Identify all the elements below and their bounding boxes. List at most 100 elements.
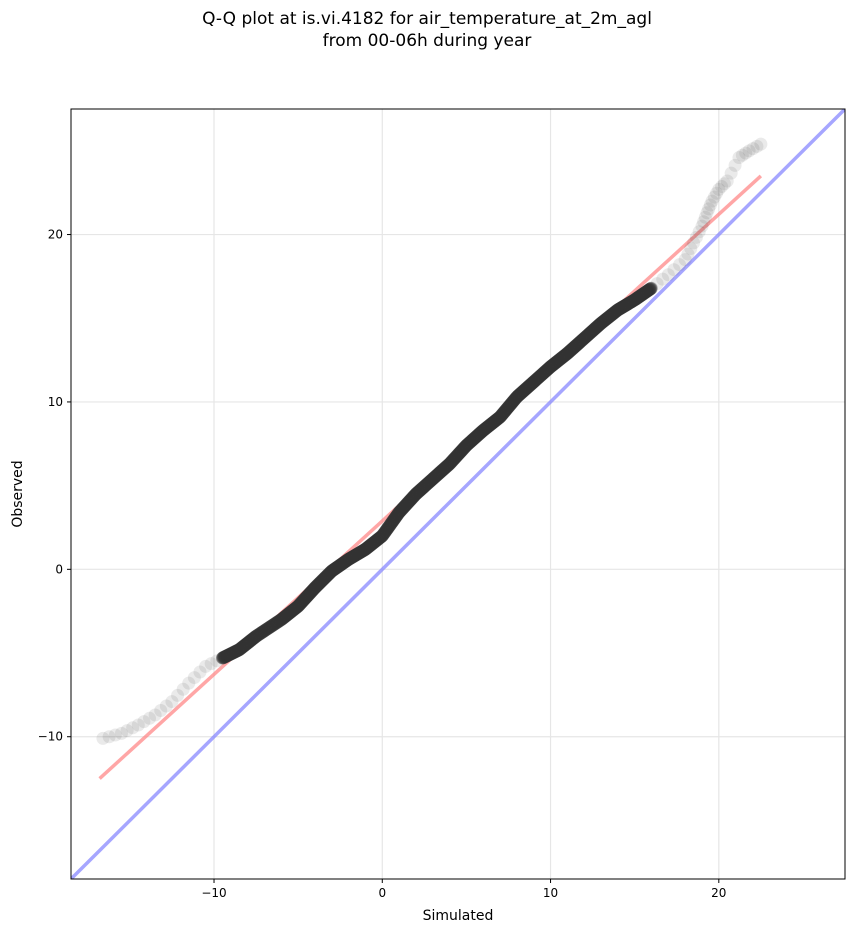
- quantile-point: [481, 420, 495, 434]
- quantile-point: [443, 457, 457, 471]
- quantile-point: [572, 336, 586, 350]
- quantile-point: [505, 396, 519, 410]
- quantile-point: [600, 312, 614, 326]
- quantile-point: [742, 144, 756, 158]
- quantile-point: [397, 500, 411, 514]
- quantile-point: [449, 450, 463, 464]
- quantile-point: [264, 620, 278, 634]
- quantile-point: [237, 639, 251, 653]
- quantile-point: [623, 296, 637, 310]
- quantile-point: [640, 284, 654, 298]
- quantile-point: [606, 307, 620, 321]
- quantile-point: [382, 519, 396, 533]
- quantile-point: [357, 543, 371, 557]
- quantile-point: [656, 272, 670, 286]
- quantile-point: [552, 353, 566, 367]
- quantile-point: [348, 549, 362, 563]
- quantile-point: [375, 529, 389, 543]
- quantile-point: [441, 458, 455, 472]
- quantile-point: [501, 400, 515, 414]
- quantile-point: [631, 290, 645, 304]
- quantile-point: [522, 379, 536, 393]
- quantile-point: [411, 485, 425, 499]
- quantile-point: [276, 611, 290, 625]
- quantile-point: [337, 556, 351, 570]
- quantile-point: [276, 611, 290, 625]
- quantile-point: [578, 331, 592, 345]
- quantile-point: [535, 367, 549, 381]
- quantile-point: [305, 584, 319, 598]
- chart-title: Q-Q plot at is.vi.4182 for air_temperatu…: [0, 8, 854, 52]
- quantile-point: [352, 546, 366, 560]
- quantile-point: [312, 577, 326, 591]
- quantile-point: [537, 365, 551, 379]
- quantile-point: [576, 332, 590, 346]
- quantile-point: [381, 521, 395, 535]
- quantile-point: [392, 506, 406, 520]
- quantile-point: [586, 323, 600, 337]
- quantile-point: [615, 301, 629, 315]
- quantile-point: [422, 475, 436, 489]
- quantile-point: [221, 648, 235, 662]
- quantile-point: [618, 299, 632, 313]
- quantile-point: [290, 600, 304, 614]
- quantile-point: [234, 641, 248, 655]
- quantile-point: [436, 463, 450, 477]
- quantile-point: [254, 626, 268, 640]
- quantile-point: [445, 455, 459, 469]
- quantile-point: [507, 394, 521, 408]
- quantile-point: [335, 557, 349, 571]
- quantile-point: [583, 326, 597, 340]
- quantile-point: [406, 490, 420, 504]
- quantile-point: [273, 613, 287, 627]
- quantile-point: [470, 429, 484, 443]
- quantile-point: [546, 357, 560, 371]
- quantile-point: [467, 432, 481, 446]
- quantile-point: [521, 380, 535, 394]
- quantile-point: [581, 328, 595, 342]
- quantile-point: [340, 554, 354, 568]
- quantile-point: [387, 512, 401, 526]
- quantile-point: [398, 499, 412, 513]
- quantile-point: [231, 644, 245, 658]
- quantile-point: [410, 486, 424, 500]
- quantile-point: [438, 461, 452, 475]
- quantile-point: [448, 451, 462, 465]
- quantile-point: [595, 316, 609, 330]
- quantile-point: [432, 467, 446, 481]
- quantile-point: [210, 654, 224, 668]
- quantile-point: [442, 457, 456, 471]
- quantile-point: [429, 469, 443, 483]
- quantile-point: [621, 297, 635, 311]
- quantile-point: [426, 472, 440, 486]
- quantile-point: [477, 423, 491, 437]
- quantile-point: [474, 425, 488, 439]
- quantile-point: [754, 137, 768, 151]
- quantile-point: [289, 601, 303, 615]
- quantile-point: [439, 460, 453, 474]
- quantile-point: [539, 364, 553, 378]
- quantile-point: [427, 471, 441, 485]
- quantile-point: [340, 553, 354, 567]
- quantile-point: [613, 302, 627, 316]
- quantile-point: [341, 553, 355, 567]
- quantile-point: [398, 499, 412, 513]
- quantile-point: [498, 404, 512, 418]
- quantile-point: [591, 319, 605, 333]
- quantile-point: [515, 386, 529, 400]
- quantile-point: [562, 345, 576, 359]
- quantile-point: [611, 303, 625, 317]
- quantile-point: [607, 306, 621, 320]
- quantile-point: [638, 286, 652, 300]
- quantile-point: [579, 329, 593, 343]
- quantile-point: [618, 298, 632, 312]
- quantile-point: [608, 305, 622, 319]
- quantile-point: [415, 482, 429, 496]
- quantile-point: [442, 458, 456, 472]
- quantile-point: [218, 650, 232, 664]
- quantile-point: [393, 505, 407, 519]
- quantile-point: [267, 617, 281, 631]
- quantile-point: [637, 286, 651, 300]
- quantile-point: [470, 429, 484, 443]
- quantile-point: [224, 647, 238, 661]
